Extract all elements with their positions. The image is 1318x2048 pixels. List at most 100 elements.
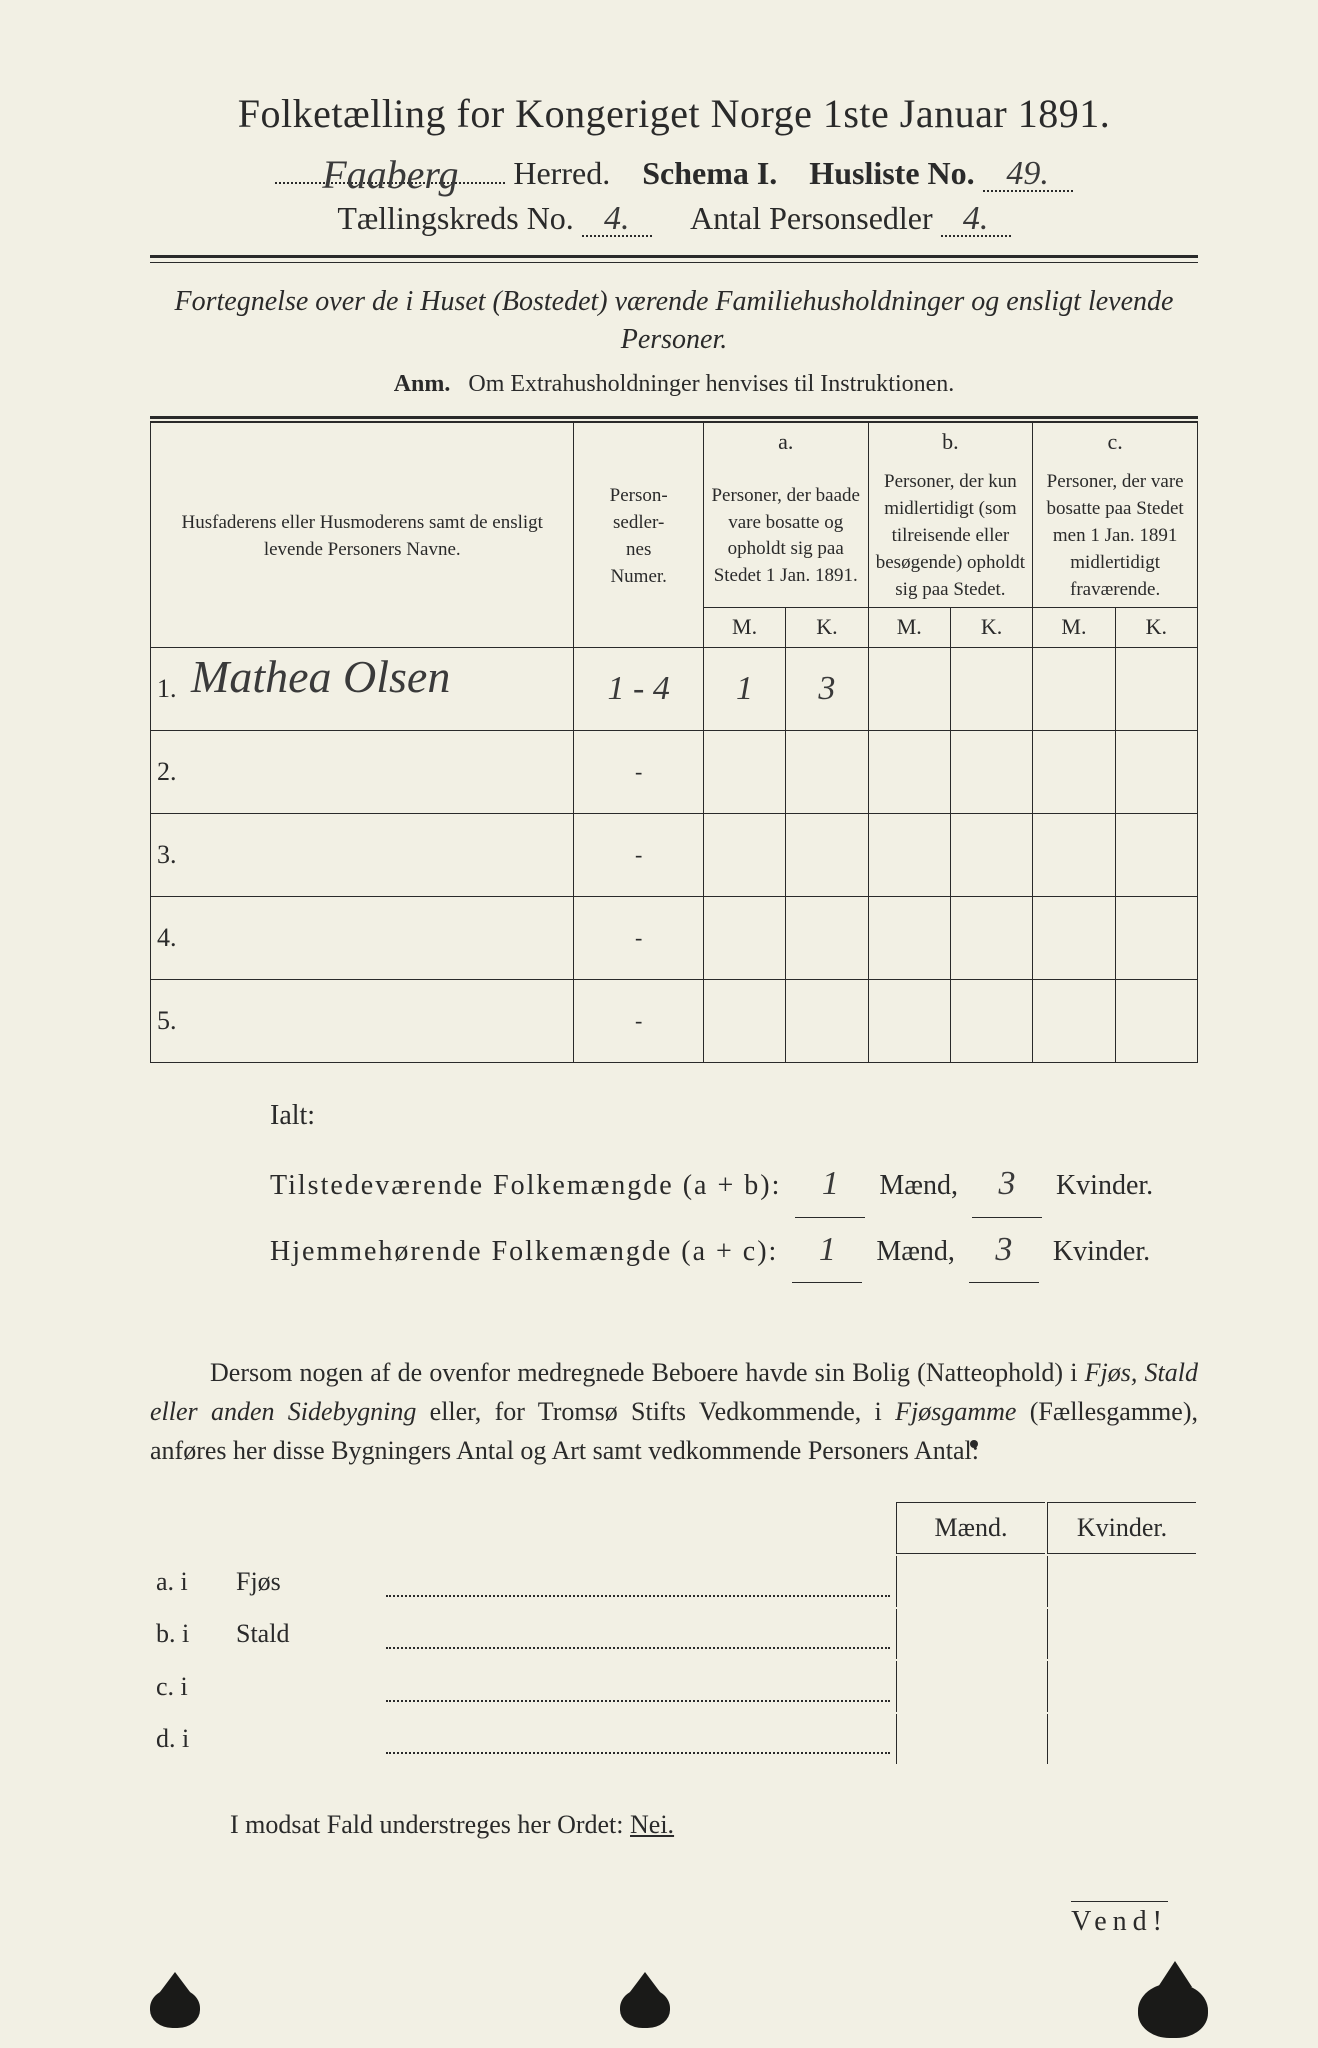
col-header-b-label: b. [868, 422, 1033, 461]
count-cell [950, 979, 1032, 1062]
count-cell [703, 730, 785, 813]
personsedler-value: 4. [963, 200, 989, 237]
count-cell [786, 896, 868, 979]
personsedler-label: Antal Personsedler [690, 200, 933, 236]
row-number: 5. [157, 1006, 183, 1035]
col-a-k: K. [786, 608, 868, 647]
binding-hole [620, 1988, 670, 2028]
col-header-number: Person- sedler- nes Numer. [574, 422, 703, 647]
nei-word: Nei. [630, 1810, 674, 1839]
col-header-a-label: a. [703, 422, 868, 461]
dotted-fill [386, 1724, 890, 1755]
count-cell [1115, 730, 1197, 813]
dwelling-kvinder-cell [1047, 1609, 1196, 1660]
personsedler-num: - [574, 979, 703, 1062]
personsedler-num: - [574, 730, 703, 813]
row-number: 2. [157, 757, 183, 786]
col-a-m: M. [703, 608, 785, 647]
ab-maend-value: 1 [795, 1152, 865, 1218]
col-header-c-text: Personer, der vare bosatte paa Stedet me… [1033, 461, 1198, 607]
dwelling-row-label: c. i [152, 1661, 230, 1712]
herred-label: Herred. [513, 155, 610, 191]
count-cell [703, 979, 785, 1062]
herred-value: Faaberg [322, 151, 458, 198]
dwelling-row-label: d. i [152, 1714, 230, 1765]
count-cell [950, 730, 1032, 813]
count-cell [703, 896, 785, 979]
dwelling-type: Fjøs [232, 1556, 380, 1607]
dwelling-type [232, 1661, 380, 1712]
dwelling-kvinder-cell [1047, 1661, 1196, 1712]
count-cell [1033, 647, 1115, 730]
count-cell [1033, 896, 1115, 979]
col-b-m: M. [868, 608, 950, 647]
dwelling-row: d. i [152, 1714, 1196, 1765]
dwelling-row: b. iStald [152, 1609, 1196, 1660]
dwelling-paragraph: Dersom nogen af de ovenfor medregnede Be… [150, 1353, 1198, 1470]
table-row: 3.- [151, 813, 1198, 896]
divider-rule [150, 255, 1198, 263]
row-number: 3. [157, 840, 183, 869]
count-cell [1115, 647, 1197, 730]
totals-line-ab: Tilstedeværende Folkemængde (a + b): 1 M… [270, 1152, 1198, 1218]
name-cell: 5. [151, 979, 574, 1062]
anm-text: Om Extrahusholdninger henvises til Instr… [468, 371, 954, 397]
count-cell: 1 [703, 647, 785, 730]
ac-maend-value: 1 [792, 1218, 862, 1284]
count-cell [1033, 730, 1115, 813]
personsedler-num: 1 - 4 [574, 647, 703, 730]
dwelling-type: Stald [232, 1609, 380, 1660]
header-line-herred: Faaberg Herred. Schema I. Husliste No. 4… [150, 147, 1198, 192]
col-c-k: K. [1115, 608, 1197, 647]
name-cell: 2. [151, 730, 574, 813]
count-cell [1033, 979, 1115, 1062]
husliste-value: 49. [1006, 155, 1049, 192]
kreds-value: 4. [604, 200, 630, 237]
person-name: Mathea Olsen [191, 650, 450, 703]
name-cell: 1.Mathea Olsen [151, 647, 574, 730]
dotted-fill [386, 1671, 890, 1702]
dwelling-maend-cell [896, 1714, 1045, 1765]
table-row: 1.Mathea Olsen1 - 413 [151, 647, 1198, 730]
col-header-c-label: c. [1033, 422, 1198, 461]
count-cell: 3 [786, 647, 868, 730]
dwelling-kvinder-cell [1047, 1556, 1196, 1607]
count-cell [1115, 813, 1197, 896]
page-title: Folketælling for Kongeriget Norge 1ste J… [150, 90, 1198, 137]
schema-label: Schema I. [642, 155, 777, 191]
count-cell [868, 979, 950, 1062]
dotted-fill [386, 1566, 890, 1597]
count-cell [1115, 979, 1197, 1062]
col-header-b-text: Personer, der kun midlertidigt (som tilr… [868, 461, 1033, 607]
anm-label: Anm. [394, 371, 451, 397]
count-cell [786, 813, 868, 896]
nei-line: I modsat Fald understreges her Ordet: Ne… [230, 1810, 1198, 1840]
header-line-kreds: Tællingskreds No. 4. Antal Personsedler … [150, 200, 1198, 237]
count-cell [950, 813, 1032, 896]
husliste-label: Husliste No. [809, 155, 974, 191]
totals-block: Ialt: Tilstedeværende Folkemængde (a + b… [270, 1089, 1198, 1283]
row-number: 4. [157, 923, 183, 952]
col-b-k: K. [950, 608, 1032, 647]
kreds-label: Tællingskreds No. [337, 200, 573, 236]
count-cell [950, 896, 1032, 979]
count-cell [786, 979, 868, 1062]
count-cell [1033, 813, 1115, 896]
binding-hole [1138, 1983, 1208, 2038]
census-form-page: Folketælling for Kongeriget Norge 1ste J… [0, 0, 1318, 2048]
dwelling-kvinder-header: Kvinder. [1047, 1502, 1196, 1554]
census-table: Husfaderens eller Husmoderens samt de en… [150, 422, 1198, 1063]
count-cell [868, 647, 950, 730]
col-header-a-text: Personer, der baade vare bosatte og opho… [703, 461, 868, 607]
annotation-line: Anm. Om Extrahusholdninger henvises til … [150, 371, 1198, 398]
name-cell: 3. [151, 813, 574, 896]
count-cell [1115, 896, 1197, 979]
name-cell: 4. [151, 896, 574, 979]
dwelling-row-label: b. i [152, 1609, 230, 1660]
col-header-name: Husfaderens eller Husmoderens samt de en… [151, 422, 574, 647]
count-cell [868, 730, 950, 813]
table-row: 4.- [151, 896, 1198, 979]
count-cell [868, 813, 950, 896]
ac-kvinder-value: 3 [969, 1218, 1039, 1284]
dwelling-row: c. i [152, 1661, 1196, 1712]
